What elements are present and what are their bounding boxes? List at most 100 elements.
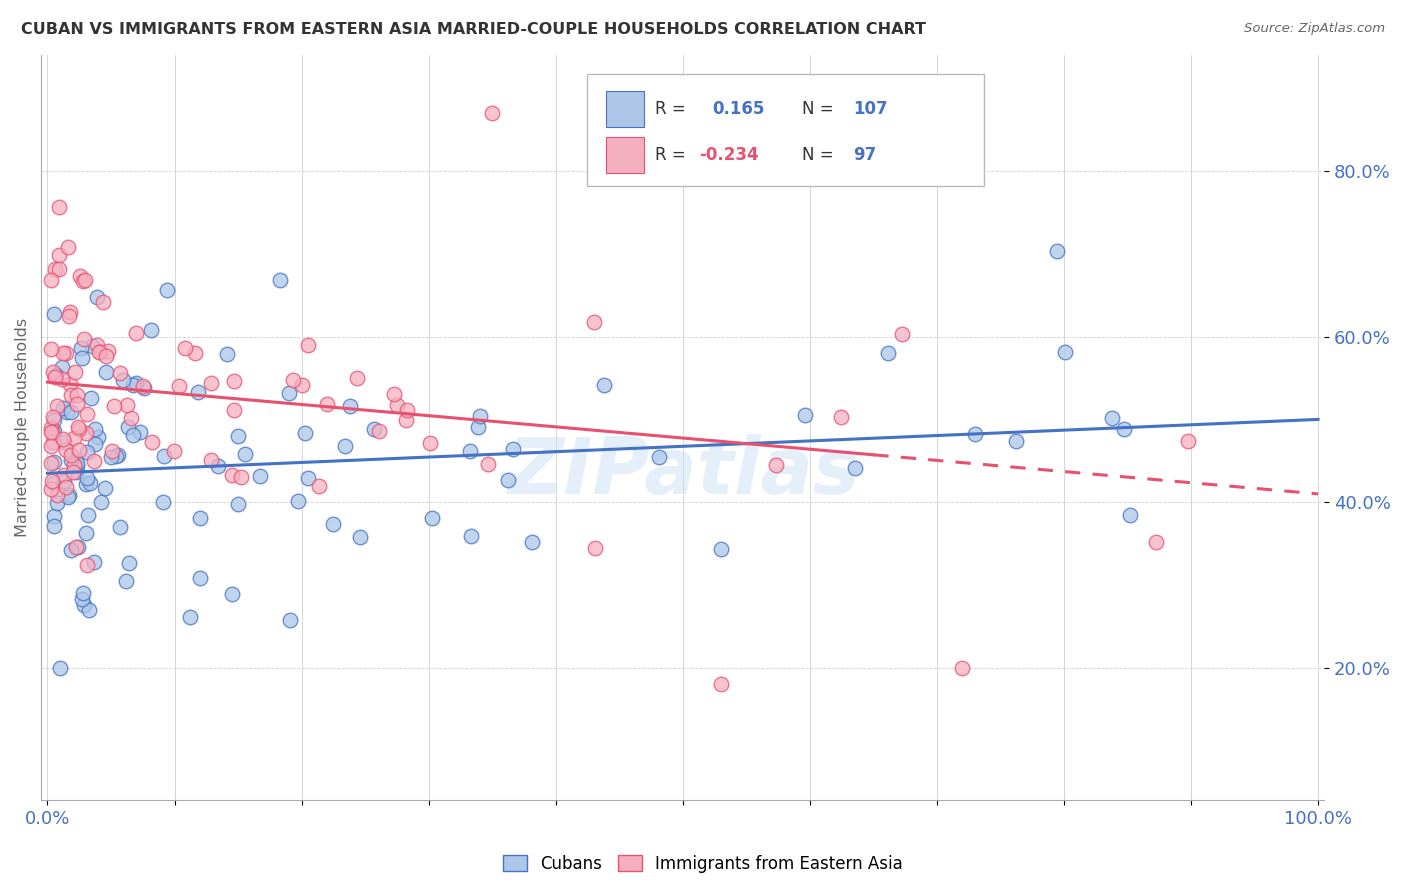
Point [66,540,89,554]
Point [41,410,63,425]
FancyBboxPatch shape [586,74,984,186]
Point [877,345,900,359]
Point [1112,421,1135,435]
Point [41,425,63,439]
Text: CUBAN VS IMMIGRANTS FROM EASTERN ASIA MARRIED-COUPLE HOUSEHOLDS CORRELATION CHAR: CUBAN VS IMMIGRANTS FROM EASTERN ASIA MA… [21,22,927,37]
Point [1177,434,1199,448]
Point [41,474,63,488]
Point [66,456,89,470]
Point [42,424,65,438]
Point [66,388,89,402]
Point [294,425,316,440]
Point [1118,508,1140,523]
Point [45,399,67,413]
Point [83,454,105,468]
Point [387,399,409,413]
Point [65,465,87,479]
Point [63,365,86,379]
Point [42,508,65,523]
Point [53,434,76,449]
Point [115,574,138,589]
Point [60,543,83,558]
Point [39,439,62,453]
Point [100,444,122,458]
Point [112,373,135,387]
Point [188,511,211,525]
Point [117,420,139,434]
Point [221,587,243,601]
Point [335,439,357,453]
Point [481,106,503,120]
Point [45,368,67,382]
Y-axis label: Married-couple Households: Married-couple Households [15,318,30,537]
Point [200,376,222,390]
Point [477,457,499,471]
Point [73,598,96,612]
Point [76,471,98,485]
Point [1005,434,1028,449]
Point [346,370,368,384]
Point [87,430,110,444]
Point [62,458,84,472]
Point [60,448,83,462]
Point [39,425,62,439]
Point [125,326,148,340]
Point [56,405,79,419]
Point [118,556,141,570]
Point [86,290,108,304]
Point [63,431,86,445]
Point [80,338,103,352]
Point [65,541,87,555]
Point [163,443,186,458]
Point [297,471,319,485]
Point [76,558,98,572]
Bar [606,137,644,173]
Text: R =: R = [655,146,690,164]
Point [710,542,733,557]
Point [153,449,176,463]
Point [97,343,120,358]
Point [339,399,361,413]
Point [122,378,145,392]
Point [51,359,73,374]
Point [94,349,117,363]
Point [100,450,122,465]
Point [226,429,249,443]
Point [75,526,97,541]
Point [39,482,62,496]
Point [950,661,973,675]
Point [420,510,443,524]
Point [269,273,291,287]
Point [58,488,80,502]
Point [42,435,65,450]
Point [647,450,669,464]
Point [52,432,75,446]
Point [42,365,65,379]
Point [291,377,314,392]
Text: 0.165: 0.165 [713,100,765,118]
Point [794,409,817,423]
Point [56,490,79,504]
Point [62,465,84,479]
Point [70,351,93,366]
Point [115,398,138,412]
Legend: Cubans, Immigrants from Eastern Asia: Cubans, Immigrants from Eastern Asia [496,848,910,880]
Point [233,447,256,461]
Point [460,528,482,542]
Text: N =: N = [801,100,839,118]
Point [120,410,142,425]
Point [200,452,222,467]
Bar [606,91,644,127]
Point [42,519,65,533]
Point [593,378,616,392]
Point [59,405,82,419]
Point [55,346,77,360]
Point [86,338,108,352]
Point [278,386,301,401]
Point [55,443,77,458]
Point [60,387,83,401]
Point [83,422,105,436]
Point [93,481,115,495]
Point [89,345,111,359]
Point [69,268,91,283]
